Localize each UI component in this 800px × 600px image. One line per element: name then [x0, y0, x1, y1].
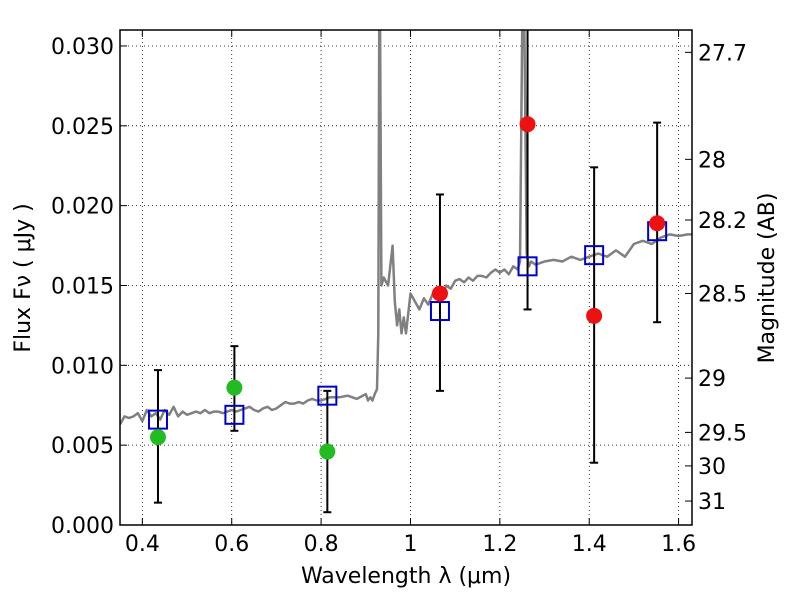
x-tick-label: 1: [403, 532, 417, 557]
y-axis-label-left: Flux Fν ( μJy ): [11, 203, 36, 352]
x-tick-label: 0.4: [125, 532, 160, 557]
spectrum-line: [120, 30, 692, 426]
x-axis-label: Wavelength λ (μm): [301, 564, 511, 589]
x-tick-label: 0.8: [304, 532, 339, 557]
observed-point: [649, 215, 666, 232]
right-tick-label: 28.5: [698, 282, 747, 307]
observed-point: [149, 429, 166, 446]
ticks: 0.4 0.6 0.8 1 1.2 1.4 1.6 0.000 0.005 0.010 0.015 0…: [51, 30, 747, 557]
x-tick-label: 0.6: [214, 532, 249, 557]
x-tick-label: 1.6: [661, 532, 696, 557]
right-tick-label: 31: [698, 490, 726, 515]
x-tick-label: 1.4: [572, 532, 607, 557]
observed-point: [226, 379, 243, 396]
axes-frame: [119, 29, 693, 526]
right-tick-label: 27.7: [698, 41, 747, 66]
y-tick-label: 0.025: [51, 115, 114, 140]
plot-area: [120, 30, 692, 514]
model-square: [517, 256, 538, 277]
model-square: [147, 409, 168, 430]
model-square: [584, 245, 605, 266]
right-tick-label: 28.2: [698, 209, 747, 234]
y-tick-label: 0.000: [51, 514, 114, 539]
y-tick-label: 0.010: [51, 354, 114, 379]
observed-point: [431, 285, 448, 302]
x-tick-label: 1.2: [482, 532, 517, 557]
observed-point: [319, 443, 336, 460]
y-tick-label: 0.005: [51, 434, 114, 459]
model-square: [429, 301, 450, 322]
model-square: [224, 404, 245, 425]
y-tick-label: 0.020: [51, 195, 114, 220]
y-tick-label: 0.015: [51, 274, 114, 299]
right-tick-label: 29: [698, 367, 726, 392]
observed-point: [519, 116, 536, 133]
right-tick-label: 30: [698, 455, 726, 480]
grid: [120, 30, 692, 526]
y-tick-label: 0.030: [51, 35, 114, 60]
observed-point: [586, 307, 603, 324]
y-axis-label-right: Magnitude (AB): [755, 193, 780, 364]
right-tick-label: 29.5: [698, 421, 747, 446]
right-tick-label: 28: [698, 148, 726, 173]
model-square: [317, 385, 338, 406]
